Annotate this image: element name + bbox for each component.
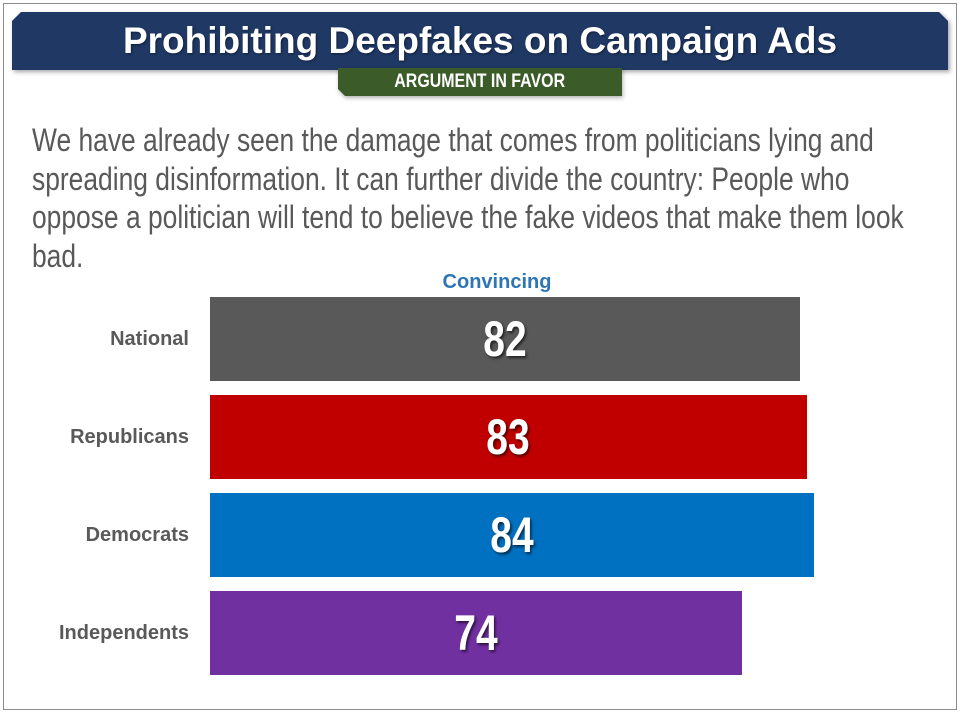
bar-republicans <box>210 395 807 479</box>
argument-line: oppose a politician will tend to believe… <box>32 198 932 237</box>
bar-democrats <box>210 493 814 577</box>
title-banner: Prohibiting Deepfakes on Campaign Ads <box>12 12 948 70</box>
data-label-republicans: 83 <box>486 409 531 465</box>
argument-tag-label-wrap: ARGUMENT IN FAVOR <box>338 68 622 96</box>
argument-tag-label: ARGUMENT IN FAVOR <box>394 71 566 92</box>
category-label-republicans: Republicans <box>70 426 189 448</box>
bar-national <box>210 297 800 381</box>
series-header: Convincing <box>442 271 552 293</box>
argument-line-text: oppose a politician will tend to believe… <box>32 199 904 235</box>
slide-frame <box>3 3 957 710</box>
argument-line-text: bad. <box>32 237 84 274</box>
page-title: Prohibiting Deepfakes on Campaign Ads <box>122 20 838 61</box>
argument-line: bad. <box>32 237 932 276</box>
argument-tag-shape <box>338 68 622 96</box>
bar-independents <box>210 591 743 675</box>
category-label-independents: Independents <box>58 622 189 644</box>
argument-tag: ARGUMENT IN FAVOR <box>338 68 622 96</box>
category-label-national: National <box>110 328 189 350</box>
argument-line: spreading disinformation. It can further… <box>32 160 932 199</box>
bar-chart: Convincing National 82 Republicans 83 Democr… <box>0 266 960 686</box>
category-label-democrats: Democrats <box>85 524 189 546</box>
data-label-national: 82 <box>483 311 527 367</box>
argument-text: We have already seen the damage that com… <box>32 121 932 275</box>
argument-line: We have already seen the damage that com… <box>32 121 932 160</box>
data-label-democrats: 84 <box>490 507 534 563</box>
title-banner-shape <box>12 12 948 70</box>
argument-line-text: We have already seen the damage that com… <box>32 122 874 158</box>
argument-line-text: spreading disinformation. It can further… <box>32 160 850 197</box>
data-label-independents: 74 <box>454 605 498 661</box>
